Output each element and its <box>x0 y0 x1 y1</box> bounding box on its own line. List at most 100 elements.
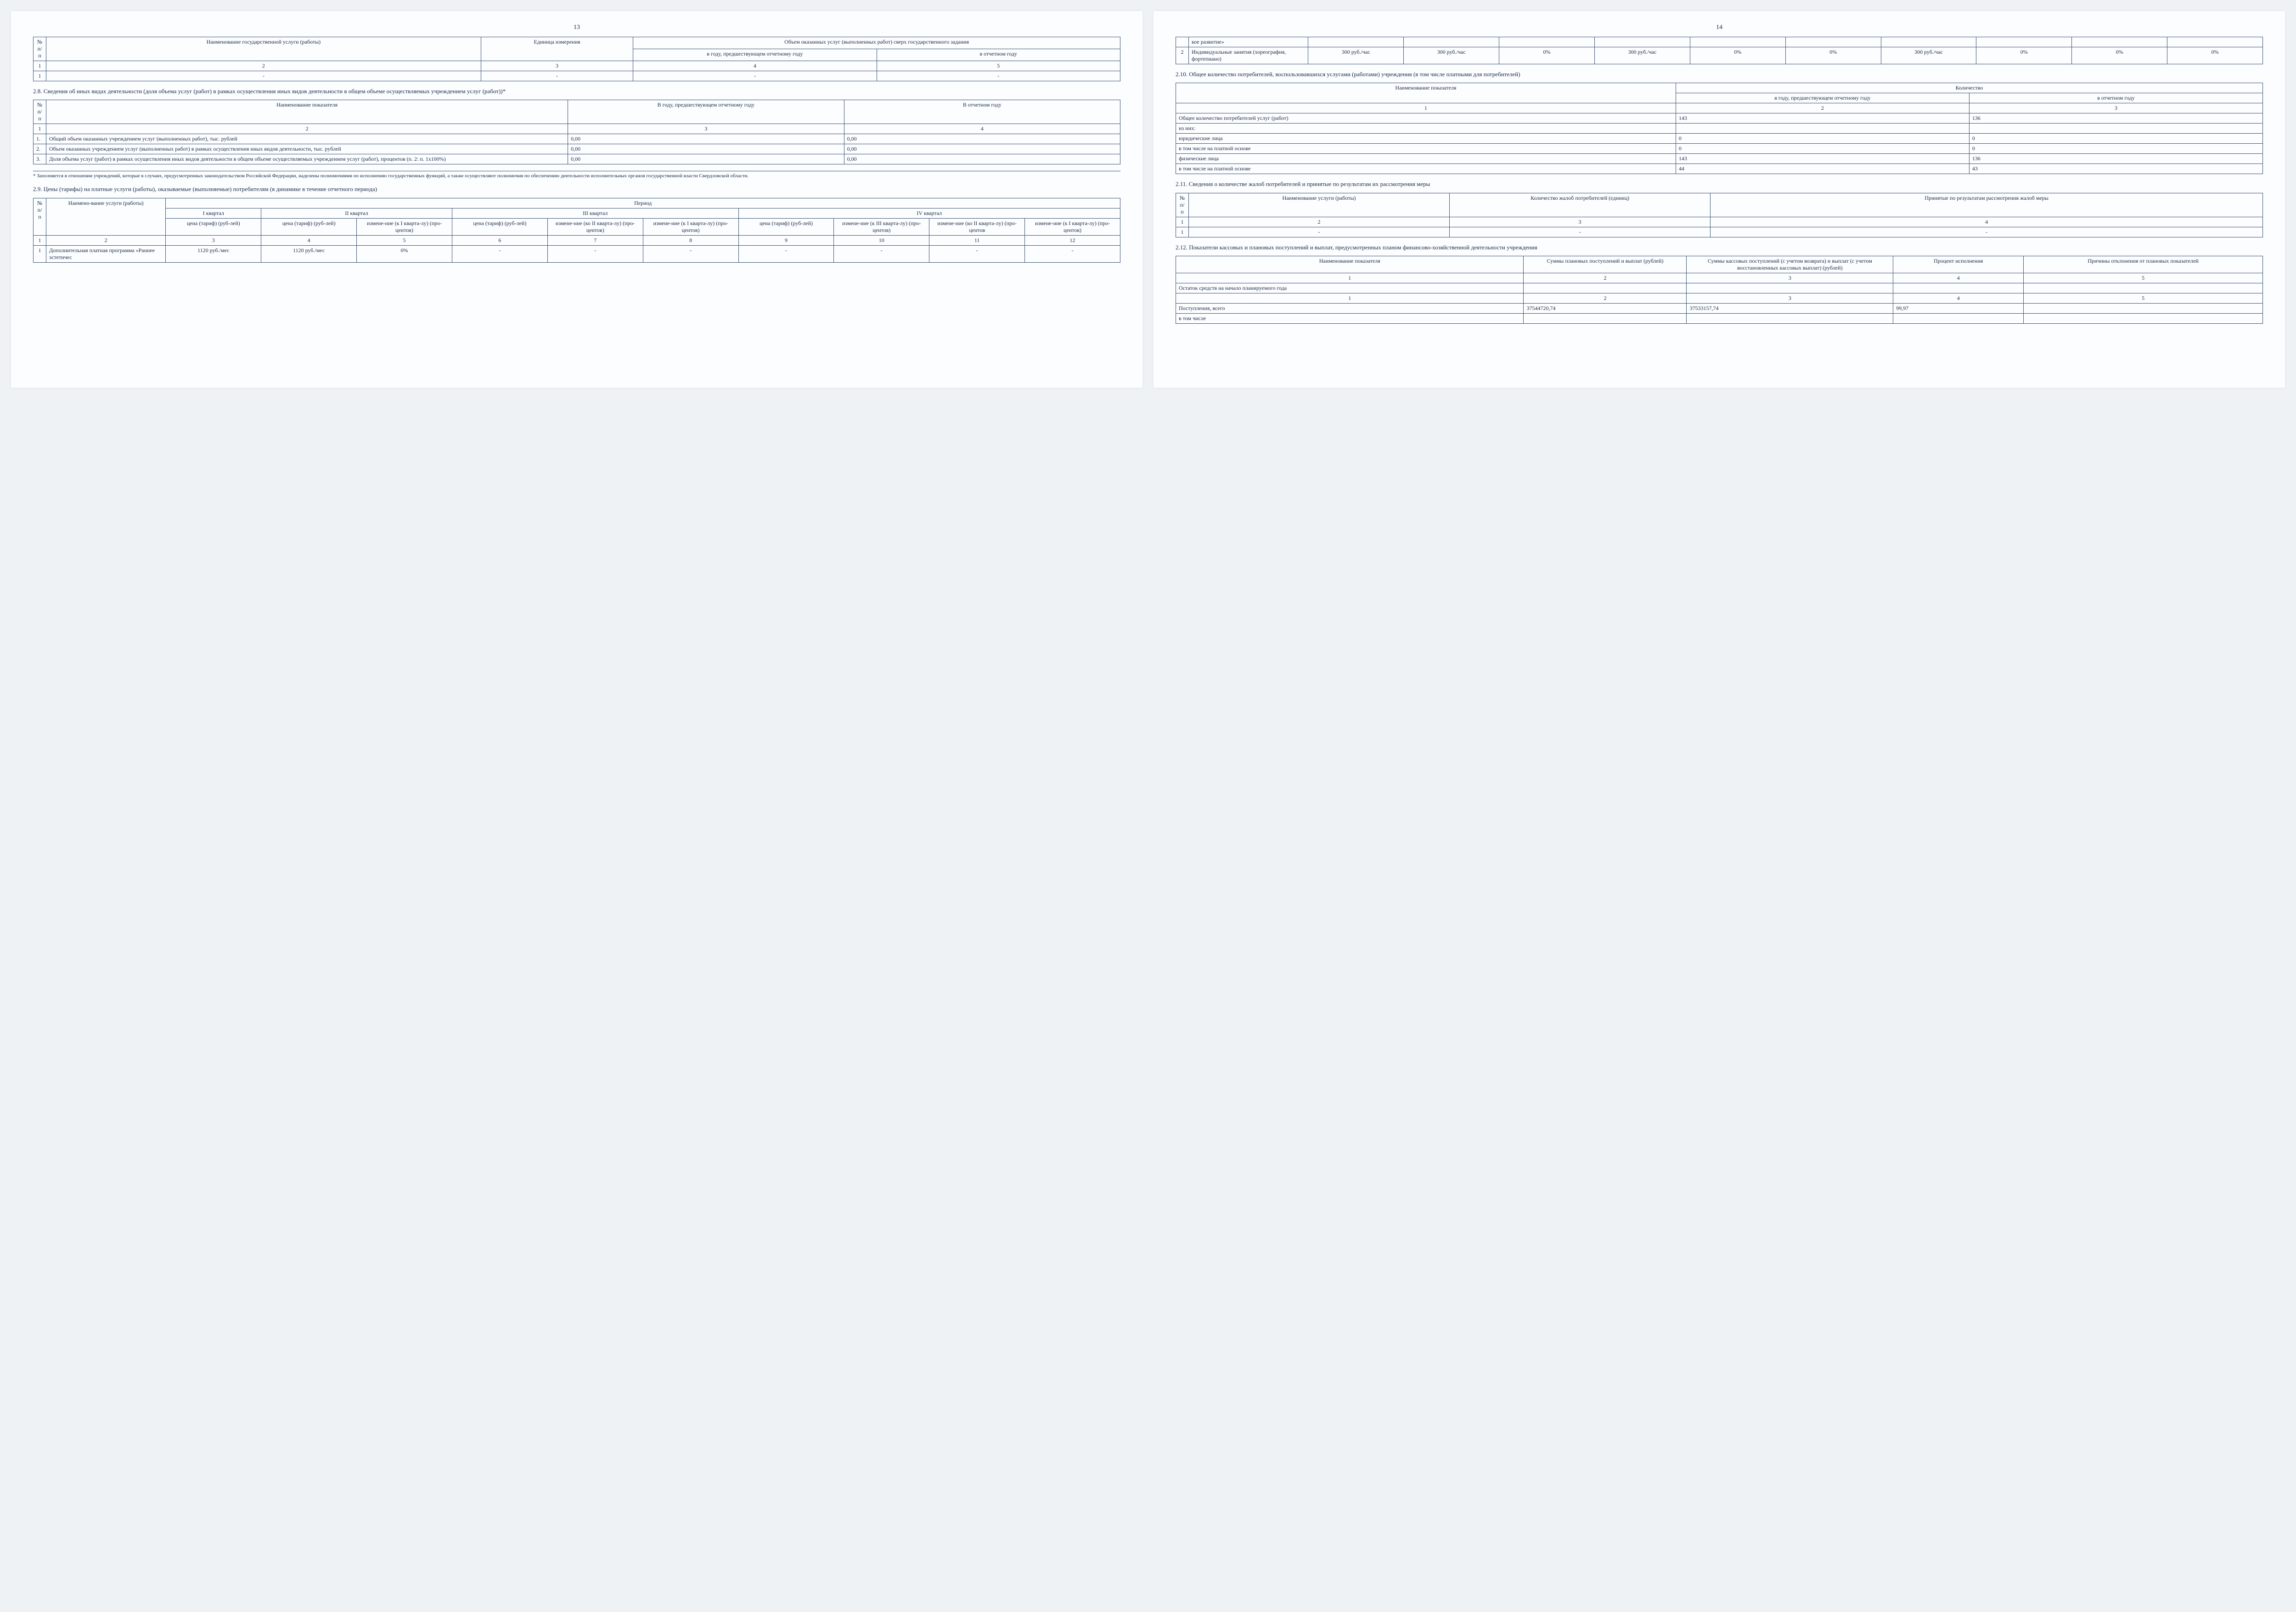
cell: 136 <box>1969 154 2262 164</box>
th-no: № п/п <box>34 37 46 61</box>
cell: - <box>633 71 877 81</box>
cell: Объем оказанных учреждением услуг (выпол… <box>46 144 568 154</box>
th-name: Наименование показателя <box>1176 83 1676 103</box>
cell: Общий объем оказанных учреждением услуг … <box>46 134 568 144</box>
table-2-9-cont: кое развитие» 2 Индивидуальные занятия (… <box>1176 37 2263 64</box>
th-q2: II квартал <box>261 208 452 218</box>
cell: 1 <box>34 245 46 262</box>
th-ch1: измене-ние (к I кварта-лу) (про-центов) <box>643 218 738 235</box>
cell: 2 <box>46 124 568 134</box>
section-2-10-heading: 2.10. Общее количество потребителей, вос… <box>1176 71 2263 78</box>
cell: 7 <box>547 235 643 245</box>
th-ch2: измене-ние (ко II кварта-лу) (про-центов… <box>547 218 643 235</box>
th-q1: I квартал <box>166 208 261 218</box>
cell: - <box>877 71 1120 81</box>
cell <box>1881 37 1976 47</box>
section-2-8-heading: 2.8. Сведения об иных видах деятельности… <box>33 88 1120 95</box>
cell: 3 <box>1687 293 1893 303</box>
cell: 1 <box>34 71 46 81</box>
cell: 0,00 <box>568 154 844 164</box>
cell: 5 <box>357 235 452 245</box>
cell <box>1687 313 1893 323</box>
section-2-9-heading: 2.9. Цены (тарифы) на платные услуги (ра… <box>33 186 1120 193</box>
th-cnt: Количество жалоб потребителей (единиц) <box>1450 193 1711 217</box>
cell: 4 <box>633 61 877 71</box>
cell: 2 <box>46 61 481 71</box>
cell: - <box>481 71 633 81</box>
cell: 0% <box>357 245 452 262</box>
cell <box>1976 37 2072 47</box>
cell: 0% <box>1976 47 2072 64</box>
cell <box>2024 283 2263 293</box>
cell <box>1499 37 1595 47</box>
th-name: Наименование государственной услуги (раб… <box>46 37 481 61</box>
cell: 0,00 <box>844 134 1120 144</box>
cell: 5 <box>2024 293 2263 303</box>
th-no: № п/п <box>34 198 46 235</box>
th-vol: Объем оказанных услуг (выполненных работ… <box>633 37 1120 49</box>
cell: - <box>643 245 738 262</box>
cell: - <box>1189 227 1450 237</box>
cell: 99,97 <box>1893 303 2024 313</box>
cell: 4 <box>1893 293 2024 303</box>
table-2-10: Наименование показателя Количество в год… <box>1176 83 2263 174</box>
footnote-2-8: * Заполняется в отношении учреждений, ко… <box>33 171 1120 179</box>
cell: юридические лица <box>1176 134 1676 144</box>
cell: 2 <box>1176 47 1189 64</box>
cell: 300 руб./час <box>1308 47 1404 64</box>
cell: 0 <box>1676 134 1969 144</box>
th-unit: Единица измерения <box>481 37 633 61</box>
cell: 2 <box>1524 273 1687 283</box>
cell <box>2072 37 2167 47</box>
cell: 4 <box>261 235 357 245</box>
cell <box>1176 37 1189 47</box>
th-price: цена (тариф) (руб-лей) <box>261 218 357 235</box>
cell: Доля объема услуг (работ) в рамках осуще… <box>46 154 568 164</box>
cell: 4 <box>844 124 1120 134</box>
cell: 0,00 <box>844 144 1120 154</box>
cell <box>1524 283 1687 293</box>
table-2-8: № п/п Наименование показателя В году, пр… <box>33 100 1120 164</box>
cell: 44 <box>1676 164 1969 174</box>
cell: 1120 руб./мес <box>166 245 261 262</box>
cell: 6 <box>452 235 547 245</box>
table-2-11: № п/п Наименование услуги (работы) Колич… <box>1176 193 2263 237</box>
cell: 1 <box>1176 273 1524 283</box>
th-ch1: измене-ние (к I кварта-лу) (про-центов) <box>357 218 452 235</box>
th-cash: Суммы кассовых поступлений (с учетом воз… <box>1687 256 1893 273</box>
cell: - <box>834 245 929 262</box>
cell: 0% <box>2167 47 2263 64</box>
th-rep: в отчетном году <box>877 49 1120 61</box>
cell: 1 <box>1176 227 1189 237</box>
cell: 3 <box>1969 103 2262 113</box>
cell <box>2167 37 2263 47</box>
cell: 2. <box>34 144 46 154</box>
th-name: Наименование услуги (работы) <box>1189 193 1450 217</box>
cell: - <box>452 245 547 262</box>
cell <box>2024 313 2263 323</box>
cell: 143 <box>1676 154 1969 164</box>
table-2-7: № п/п Наименование государственной услуг… <box>33 37 1120 81</box>
cell: 11 <box>929 235 1025 245</box>
th-prev: в году, предшествующем отчетному году <box>633 49 877 61</box>
cell <box>1690 37 1785 47</box>
cell: 0% <box>1690 47 1785 64</box>
cell: - <box>46 71 481 81</box>
th-reason: Причины отклонения от плановых показател… <box>2024 256 2263 273</box>
cell: в том числе на платной основе <box>1176 144 1676 154</box>
cell: в том числе <box>1176 313 1524 323</box>
th-prev: В году, предшествующем отчетному году <box>568 100 844 124</box>
cell <box>1893 283 2024 293</box>
th-name: Наименование показателя <box>46 100 568 124</box>
cell: 12 <box>1025 235 1120 245</box>
th-pct: Процент исполнения <box>1893 256 2024 273</box>
cell: 0,00 <box>844 154 1120 164</box>
cell: 300 руб./час <box>1404 47 1499 64</box>
th-period: Период <box>166 198 1120 208</box>
cell: 0% <box>1785 47 1881 64</box>
cell: - <box>547 245 643 262</box>
cell: 0% <box>1499 47 1595 64</box>
cell: 10 <box>834 235 929 245</box>
cell: 37544720,74 <box>1524 303 1687 313</box>
cell: 3 <box>1687 273 1893 283</box>
